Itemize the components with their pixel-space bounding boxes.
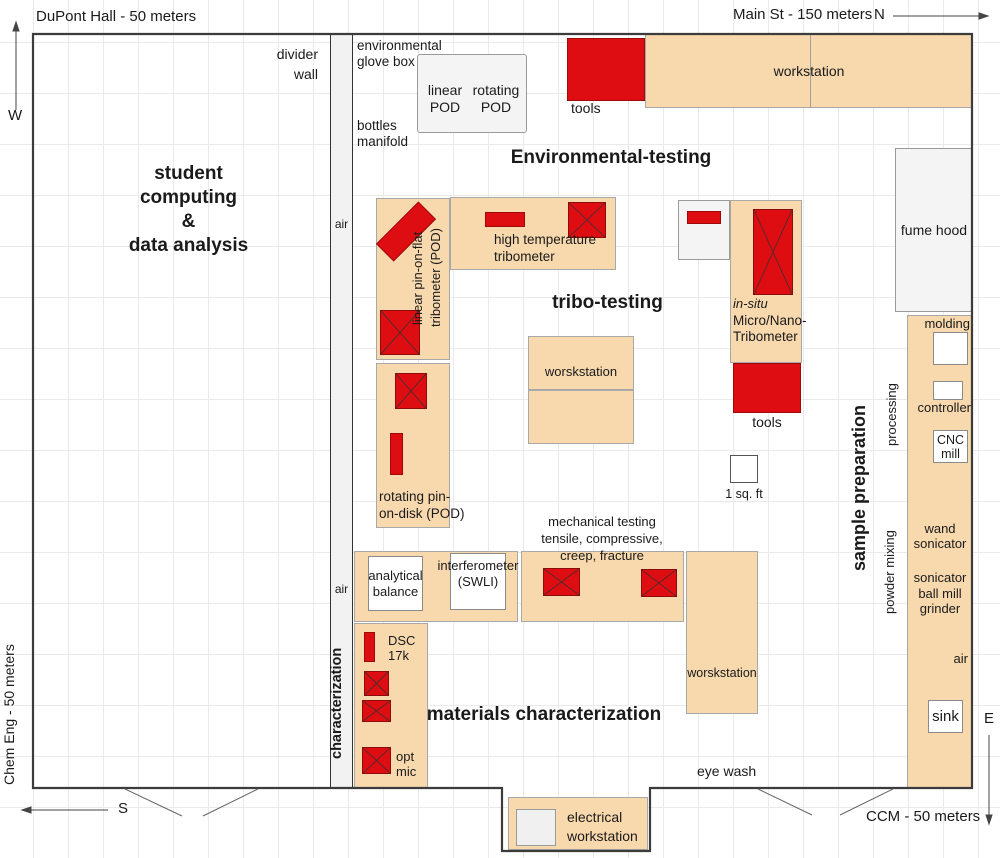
tools-right-label: tools <box>752 414 782 430</box>
workstation-bench-mid-bottom <box>528 390 634 444</box>
workstation-top-label: workstation <box>773 63 845 79</box>
high-temp-label: high temperature tribometer <box>494 232 597 264</box>
one-sq-ft-label: 1 sq. ft <box>725 487 763 501</box>
ccm-label: CCM - 50 meters <box>866 808 981 825</box>
cnc-mill-box: CNC mill <box>933 430 968 463</box>
bottles-manifold-label: bottles manifold <box>357 118 409 149</box>
interferometer-label: interferometer (SWLI) <box>437 558 519 589</box>
high-temp-sample-rect <box>485 212 525 227</box>
rotating-pod-sample-rect <box>390 433 403 475</box>
zone-tribo-testing: tribo-testing <box>552 292 663 313</box>
env-glove-box-label: environmental glove box <box>357 38 442 69</box>
mech-test-equipment-xbox-2 <box>641 569 677 597</box>
main-st-label: Main St - 150 meters <box>733 6 873 23</box>
fume-hood-label: fume hood <box>900 222 968 238</box>
door-swing-line <box>124 788 183 817</box>
char-equipment-xbox-1 <box>364 671 389 696</box>
tools-bench-right <box>733 363 801 413</box>
sonicator-ball-mill-label: sonicator ball mill grinder <box>913 570 967 616</box>
analytical-balance-label: analytical balance <box>368 567 423 599</box>
zone-materials-characterization: materials characterization <box>426 704 662 725</box>
workstation-bench-bottom <box>686 551 758 714</box>
dupont-hall-label: DuPont Hall - 50 meters <box>36 8 197 25</box>
opt-mic-label: opt mic <box>396 749 417 779</box>
linear-pof-label: linear pin-on-flat tribometer (POD) <box>410 228 443 328</box>
eye-wash-label: eye wash <box>697 763 757 779</box>
south-arrow <box>20 806 108 814</box>
powder-mixing-label: powder mixing <box>882 530 897 615</box>
rotating-pod-disk-label: rotating pin- on-disk (POD) <box>379 489 465 521</box>
compass-n-label: N <box>874 6 885 23</box>
chem-eng-label: Chem Eng - 50 meters <box>1 644 17 786</box>
zone-environmental-testing: Environmental-testing <box>510 147 712 168</box>
compass-s-label: S <box>118 800 129 817</box>
small-fixture-sample-rect <box>687 211 721 224</box>
workstation-bench-mid-top <box>528 336 634 390</box>
controller-box <box>933 381 963 400</box>
air-top-label: air <box>334 217 349 231</box>
zone-student-computing: student computing & data analysis <box>128 163 249 256</box>
workstation-bottom-label: worskstation <box>687 666 757 680</box>
rotating-pod-equipment-xbox <box>395 373 427 409</box>
char-equipment-xbox-2 <box>362 700 391 722</box>
opt-mic-equipment-xbox <box>362 747 391 774</box>
scale-reference-box <box>730 455 758 483</box>
dsc-label: DSC 17k <box>388 633 416 663</box>
east-arrow <box>985 735 993 826</box>
compass-e-label: E <box>984 710 995 727</box>
fume-hood: fume hood <box>895 148 973 312</box>
analytical-balance-box: analytical balance <box>368 556 423 611</box>
molding-label: molding <box>924 316 970 331</box>
in-situ-equipment-xbox <box>753 209 793 295</box>
tools-top-label: tools <box>571 100 601 116</box>
electrical-workstation-label: electrical workstation <box>567 809 638 844</box>
air-bottom-label: air <box>334 582 349 596</box>
processing-label: processing <box>884 383 899 447</box>
divider-wall-label: divider wall <box>276 46 318 82</box>
tools-bench-top <box>567 38 645 101</box>
linear-pod-label: linear POD <box>427 82 463 115</box>
north-arrow <box>893 12 990 20</box>
electrical-workstation-box <box>516 809 556 846</box>
controller-label: controller <box>917 400 971 415</box>
cnc-mill-label: CNC mill <box>936 432 965 461</box>
small-fixture-box <box>678 200 730 260</box>
dsc-sample-rect <box>364 632 375 662</box>
door-swing-line <box>757 788 813 816</box>
sink-box: sink <box>928 700 963 733</box>
sink-label: sink <box>932 708 959 725</box>
mechanical-testing-label: mechanical testing tensile, compressive,… <box>541 514 663 563</box>
compass-w-label: W <box>8 107 23 124</box>
in-situ-label: in-situ <box>733 296 768 311</box>
molding-box <box>933 332 968 365</box>
door-swing-line <box>202 788 259 817</box>
workstation-mid-label: worskstation <box>544 364 618 379</box>
wand-sonicator-label: wand sonicator <box>913 521 967 551</box>
west-arrow <box>12 20 20 110</box>
mech-test-equipment-xbox-1 <box>543 568 580 596</box>
zone-characterization: characterization <box>329 647 345 759</box>
zone-sample-preparation: sample preparation <box>849 404 869 572</box>
micro-nano-label: Micro/Nano- Tribometer <box>733 313 807 344</box>
air-right-label: air <box>953 651 968 666</box>
rotating-pod-label: rotating POD <box>472 82 520 115</box>
